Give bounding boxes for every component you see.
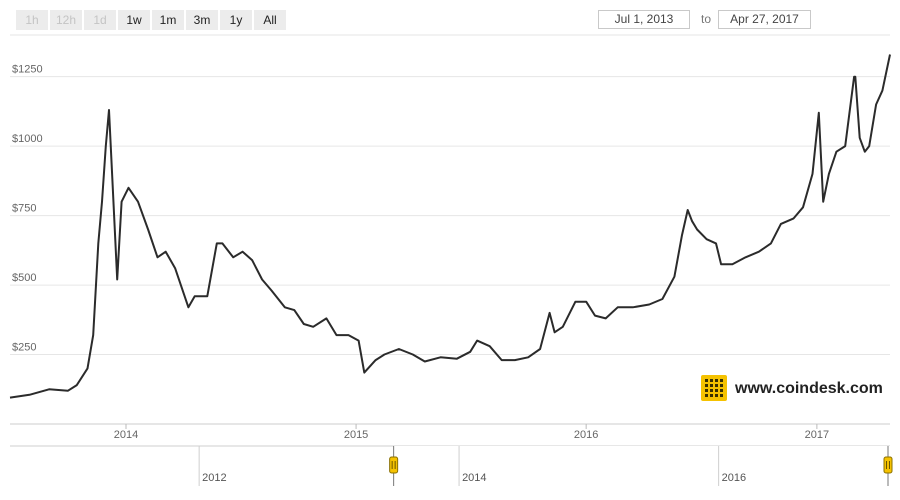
range-button-1y[interactable]: 1y bbox=[220, 10, 252, 30]
range-button-all[interactable]: All bbox=[254, 10, 286, 30]
range-button-12h: 12h bbox=[50, 10, 82, 30]
navigator-right-handle[interactable] bbox=[883, 456, 893, 474]
logo-dot bbox=[720, 394, 723, 397]
y-tick-label: $500 bbox=[12, 272, 36, 284]
logo-dot bbox=[715, 394, 718, 397]
x-tick-label: 2015 bbox=[344, 429, 368, 441]
logo-dot bbox=[705, 394, 708, 397]
y-tick-label: $250 bbox=[12, 342, 36, 354]
x-tick-label: 2017 bbox=[805, 429, 829, 441]
range-button-3m[interactable]: 3m bbox=[186, 10, 218, 30]
watermark-text: www.coindesk.com bbox=[734, 380, 883, 397]
logo-dot bbox=[710, 394, 713, 397]
logo-dot bbox=[715, 389, 718, 392]
range-button-1m[interactable]: 1m bbox=[152, 10, 184, 30]
logo-dot bbox=[710, 379, 713, 382]
logo-dot bbox=[720, 379, 723, 382]
date-to-input[interactable]: Apr 27, 2017 bbox=[718, 10, 811, 29]
y-tick-label: $1250 bbox=[12, 64, 43, 76]
navigator-left-handle[interactable] bbox=[389, 456, 399, 474]
logo-dot bbox=[705, 384, 708, 387]
logo-dot bbox=[705, 379, 708, 382]
handle-grip-icon[interactable] bbox=[883, 456, 893, 474]
coindesk-watermark: www.coindesk.com bbox=[701, 375, 883, 401]
logo-dot bbox=[720, 384, 723, 387]
x-axis-ticks: 2014 2015 2016 2017 bbox=[114, 424, 829, 441]
chart-grid bbox=[10, 34, 890, 425]
navigator-ticks: 2012 2014 2016 bbox=[198, 446, 746, 486]
coindesk-logo-icon bbox=[701, 375, 727, 401]
logo-dot bbox=[710, 384, 713, 387]
navigator[interactable]: 2012 2014 2016 bbox=[10, 445, 893, 486]
x-tick-label: 2016 bbox=[574, 429, 598, 441]
price-series-line bbox=[9, 54, 891, 399]
logo-dot bbox=[710, 389, 713, 392]
logo-dot bbox=[705, 389, 708, 392]
navigator-tick-label: 2016 bbox=[722, 472, 746, 484]
range-button-1d: 1d bbox=[84, 10, 116, 30]
logo-dot bbox=[715, 379, 718, 382]
x-tick-label: 2014 bbox=[114, 429, 138, 441]
navigator-tick-label: 2014 bbox=[462, 472, 486, 484]
range-selector: 1h 12h 1d 1w 1m 3m 1y All bbox=[16, 10, 286, 30]
logo-dot bbox=[720, 389, 723, 392]
y-axis-ticks: $250 $500 $750 $1000 $1250 bbox=[12, 64, 43, 354]
y-tick-label: $750 bbox=[12, 203, 36, 215]
navigator-selection[interactable] bbox=[393, 446, 890, 486]
y-tick-label: $1000 bbox=[12, 133, 43, 145]
logo-dot bbox=[715, 384, 718, 387]
navigator-tick-label: 2012 bbox=[202, 472, 226, 484]
range-button-1w[interactable]: 1w bbox=[118, 10, 150, 30]
date-separator-label: to bbox=[701, 12, 712, 26]
logo-dot-grid bbox=[705, 379, 723, 397]
range-button-1h: 1h bbox=[16, 10, 48, 30]
date-from-input[interactable]: Jul 1, 2013 bbox=[598, 10, 690, 29]
handle-grip-icon[interactable] bbox=[389, 456, 399, 474]
